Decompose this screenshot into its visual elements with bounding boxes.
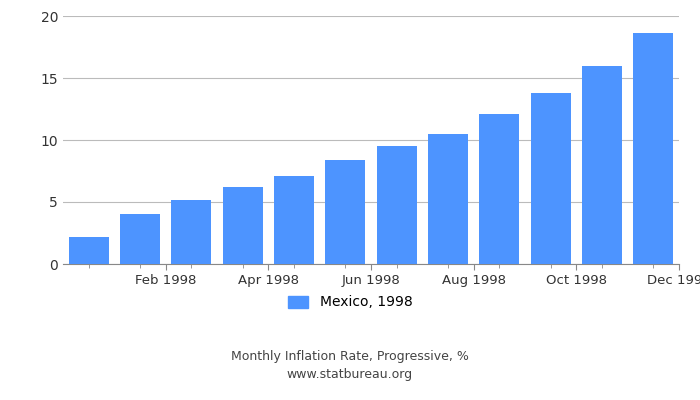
Bar: [480, 114, 519, 264]
Bar: [634, 33, 673, 264]
Bar: [223, 187, 262, 264]
Bar: [274, 176, 314, 264]
Bar: [582, 66, 622, 264]
Bar: [120, 214, 160, 264]
Legend: Mexico, 1998: Mexico, 1998: [282, 290, 418, 315]
Text: Monthly Inflation Rate, Progressive, %: Monthly Inflation Rate, Progressive, %: [231, 350, 469, 363]
Bar: [428, 134, 468, 264]
Bar: [326, 160, 365, 264]
Bar: [531, 93, 570, 264]
Bar: [172, 200, 211, 264]
Bar: [69, 237, 108, 264]
Text: www.statbureau.org: www.statbureau.org: [287, 368, 413, 381]
Bar: [377, 146, 416, 264]
